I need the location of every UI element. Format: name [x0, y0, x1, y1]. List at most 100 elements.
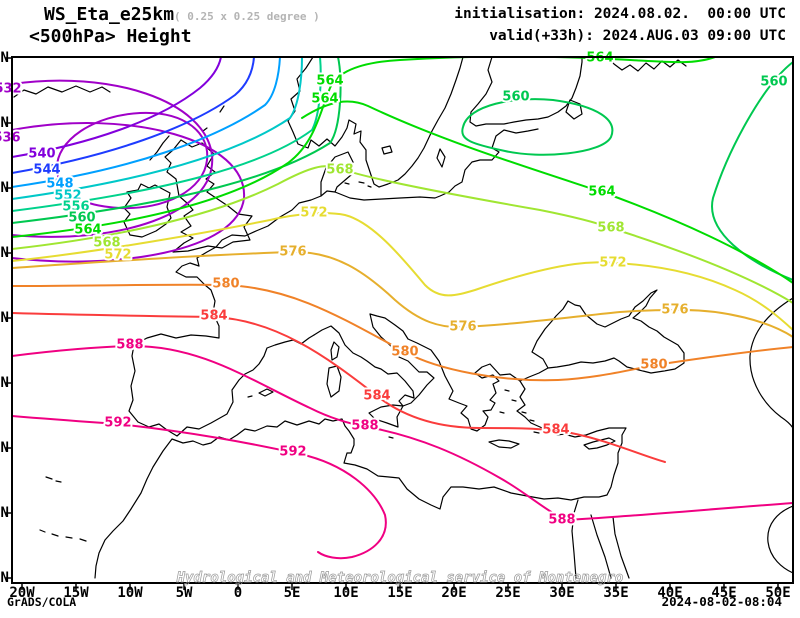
contour-label-584: 584: [363, 389, 390, 404]
coastline: [255, 151, 354, 232]
header-model-title: WS_Eta_e25km( 0.25 x 0.25 degree ): [44, 4, 320, 25]
contour-line-564: [12, 57, 716, 238]
coastline: [65, 536, 73, 539]
coastline: [529, 419, 535, 422]
contour-line-584: [12, 312, 666, 463]
contour-label-544: 544: [33, 163, 60, 178]
contour-label-564: 564: [316, 74, 343, 89]
coastline: [258, 388, 274, 397]
coastline: [45, 476, 53, 480]
watermark: Hydrological and Meteorological service …: [176, 570, 624, 586]
lon-label: 40E: [657, 585, 682, 601]
contour-label-580: 580: [212, 277, 239, 292]
coastlines: [13, 57, 793, 579]
coastline: [55, 480, 62, 483]
coastline: [287, 57, 464, 188]
coastline: [368, 404, 404, 428]
coastline: [488, 439, 520, 449]
contour-line-588: [12, 344, 793, 522]
coastline: [381, 145, 393, 155]
contour-label-564: 564: [311, 92, 338, 107]
grads-credit: GrADS/COLA: [7, 595, 77, 609]
contour-label-560: 560: [502, 90, 529, 105]
coastline: [247, 395, 253, 398]
coastline: [94, 380, 627, 579]
coastline: [326, 365, 342, 398]
contour-label-584: 584: [200, 309, 227, 324]
contour-label-568: 568: [326, 163, 353, 178]
coastline: [358, 181, 365, 184]
coastline: [583, 437, 616, 450]
contour-label-568: 568: [597, 221, 624, 236]
coastline: [313, 313, 521, 432]
contour-label-588: 588: [548, 513, 575, 528]
contour-line-572: [12, 212, 793, 331]
contour-line-544: [12, 57, 255, 174]
creation-timestamp: 2024-08-02-08:04: [661, 594, 782, 609]
coastline: [79, 538, 87, 542]
contour-label-532: 532: [0, 82, 22, 97]
lon-label: 20W: [9, 585, 35, 601]
coastline: [388, 436, 394, 439]
coastline: [607, 57, 687, 72]
coastline: [469, 57, 583, 127]
header-field-title: <500hPa> Height: [29, 26, 192, 47]
lat-label: 35N: [0, 440, 9, 456]
coastline: [571, 499, 579, 579]
lon-label: 15W: [63, 585, 89, 601]
contour-label-584: 584: [542, 423, 569, 438]
contour-line-592: [12, 415, 387, 560]
lon-label: 20E: [441, 585, 466, 601]
contour-line-560: [711, 61, 793, 281]
lat-label: 60N: [0, 115, 9, 131]
coastline: [504, 389, 510, 392]
contour-label-564: 564: [74, 223, 101, 238]
lon-label: 45E: [711, 585, 736, 601]
lat-label: 40N: [0, 375, 9, 391]
lat-label: 45N: [0, 310, 9, 326]
contour-label-580: 580: [640, 358, 667, 373]
lat-label: 65N: [0, 50, 9, 66]
contour-label-588: 588: [116, 338, 143, 353]
coastline: [367, 185, 372, 188]
contour-line-580: [12, 283, 793, 382]
contour-label-540: 540: [28, 147, 55, 162]
coastline: [499, 411, 505, 414]
coastline: [202, 127, 208, 132]
contour-label-560: 560: [68, 211, 95, 226]
lon-label: 50E: [765, 585, 790, 601]
contour-label-592: 592: [104, 416, 131, 431]
coastline: [565, 99, 583, 120]
coastline: [330, 341, 340, 361]
contour-label-548: 548: [46, 177, 73, 192]
lat-label: 25N: [0, 570, 9, 586]
coastline: [51, 533, 59, 537]
contour-label-576: 576: [279, 245, 306, 260]
height-contours: [12, 57, 793, 560]
lon-label: 15E: [387, 585, 412, 601]
contour-line-552: [12, 57, 303, 200]
contour-line-576: [12, 250, 793, 338]
coastline: [128, 230, 315, 437]
contour-label-568: 568: [93, 236, 120, 251]
coastline: [344, 182, 350, 185]
contour-label-580: 580: [391, 345, 418, 360]
lon-label: 25E: [495, 585, 520, 601]
contour-label-572: 572: [104, 248, 131, 263]
coastline: [612, 516, 630, 579]
lat-label: 55N: [0, 180, 9, 196]
contour-label-564: 564: [588, 185, 615, 200]
lon-label: 10E: [333, 585, 358, 601]
contour-label-552: 552: [54, 189, 81, 204]
lat-label: 50N: [0, 245, 9, 261]
lon-label: 5E: [284, 585, 301, 601]
coastline: [533, 431, 540, 434]
contour-label-572: 572: [599, 256, 626, 271]
valid-time-line: valid(+33h): 2024.AUG.03 09:00 UTC: [489, 28, 786, 44]
coastline: [334, 128, 539, 201]
contour-label-576: 576: [449, 320, 476, 335]
contour-label-556: 556: [62, 200, 89, 215]
contour-label-560: 560: [760, 75, 787, 90]
coastline: [767, 505, 793, 574]
